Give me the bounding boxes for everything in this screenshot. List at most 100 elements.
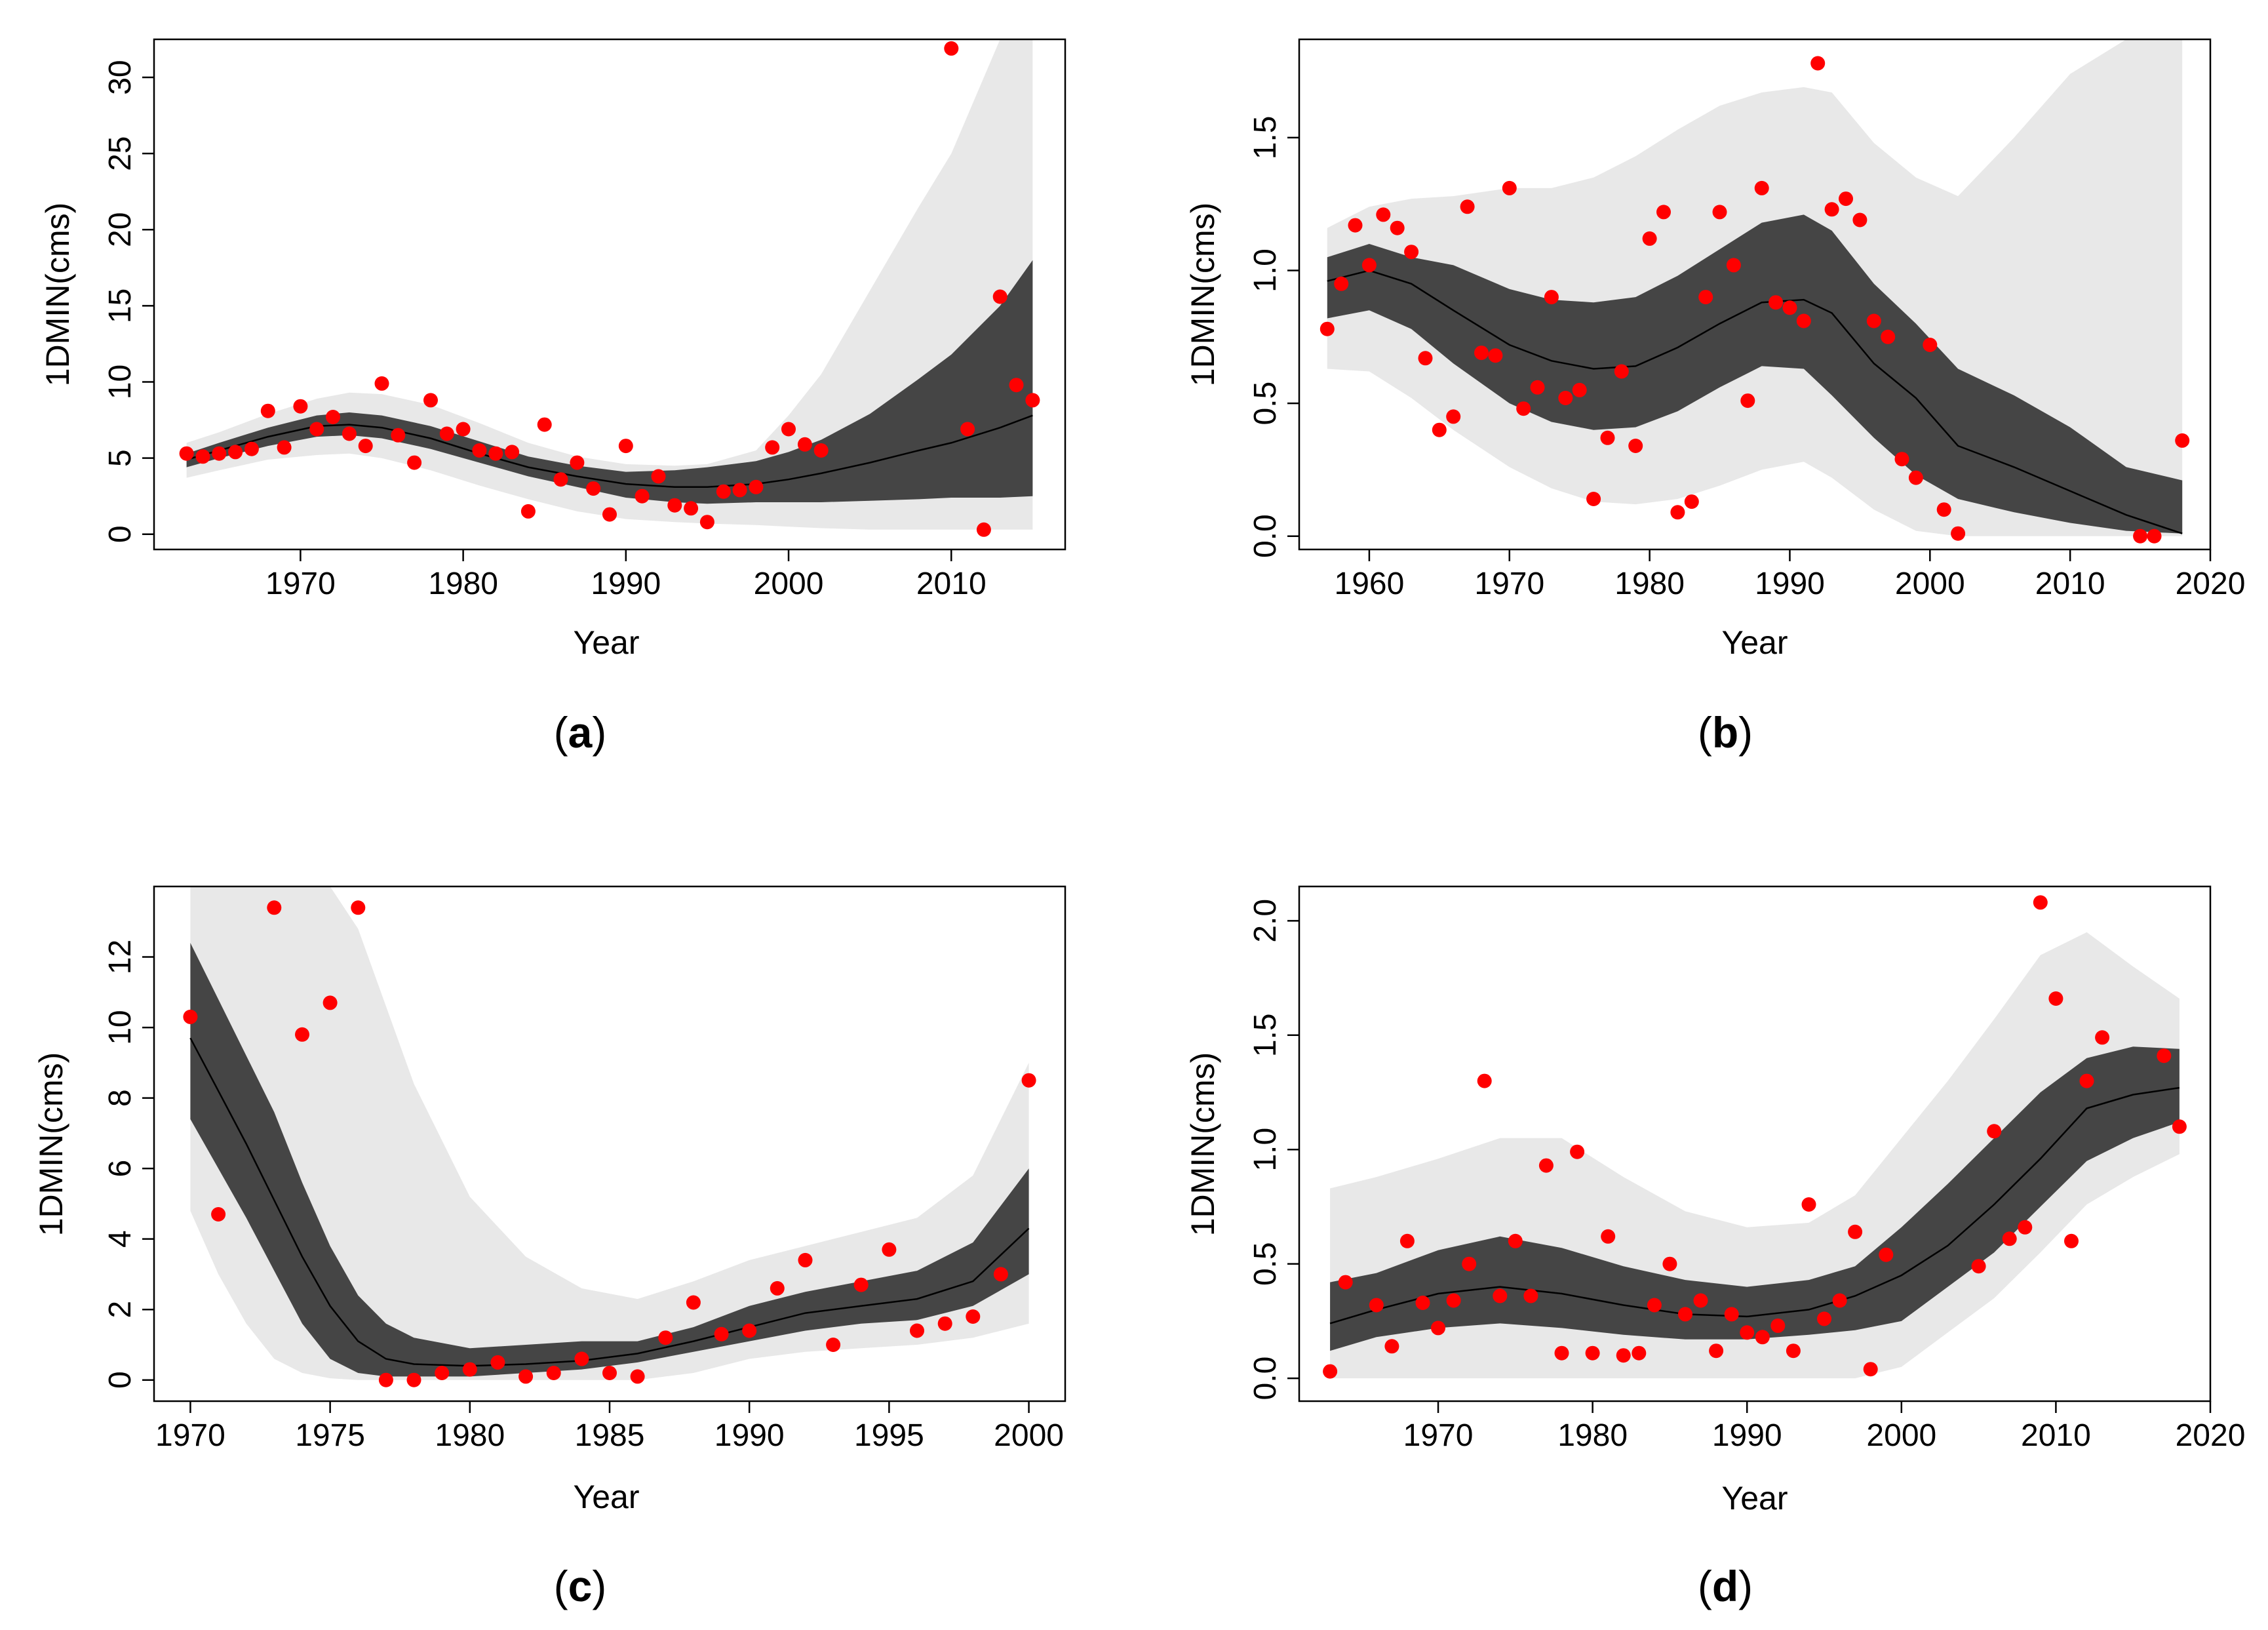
data-point	[714, 1326, 729, 1342]
data-point	[1656, 205, 1671, 220]
plot-frame-a	[153, 38, 1066, 551]
data-point	[686, 1295, 701, 1310]
x-axis-d: 1970 1980 1990 2000 2010 2020	[1403, 1401, 2246, 1453]
data-point	[1801, 1197, 1816, 1212]
data-point	[518, 1369, 534, 1384]
data-point	[1693, 1293, 1708, 1308]
data-point	[228, 445, 243, 460]
data-point	[826, 1338, 841, 1352]
data-point	[1361, 258, 1377, 273]
y-tick-label: 0.5	[1248, 1242, 1283, 1286]
data-point	[910, 1323, 924, 1338]
x-tick-label: 1980	[1614, 567, 1685, 601]
data-point	[326, 410, 340, 424]
y-tick-label: 2.0	[1248, 899, 1283, 943]
y-tick-label: 6	[103, 1160, 138, 1178]
x-tick-label: 1960	[1335, 567, 1405, 601]
x-tick-label: 1990	[1712, 1418, 1782, 1453]
x-tick-label: 2000	[1895, 567, 1965, 601]
data-point	[630, 1369, 645, 1384]
data-point	[351, 900, 366, 915]
data-point	[323, 995, 338, 1010]
data-point	[2048, 991, 2063, 1006]
data-point	[490, 1355, 505, 1370]
data-point	[1852, 212, 1867, 228]
x-tick-label: 2010	[916, 567, 987, 601]
data-point	[2147, 528, 2162, 544]
data-point	[770, 1281, 785, 1296]
data-point	[1323, 1364, 1338, 1379]
data-point	[1712, 205, 1727, 220]
panel-letter-a: a	[568, 708, 593, 757]
data-point	[1399, 1233, 1415, 1248]
data-point	[992, 289, 1007, 304]
data-point	[2064, 1233, 2079, 1248]
panel-caption-b: (b)	[1698, 708, 1753, 757]
x-tick-label: 2000	[1866, 1418, 1936, 1453]
data-point	[797, 437, 812, 452]
y-tick-label: 1.0	[1248, 248, 1283, 292]
inner-band-d	[1330, 1046, 2180, 1351]
data-point	[993, 1267, 1008, 1282]
data-point	[406, 1372, 421, 1387]
x-tick-label: 1990	[1755, 567, 1825, 601]
data-point	[1348, 218, 1363, 233]
data-point	[1662, 1256, 1677, 1271]
data-point	[378, 1372, 393, 1387]
data-point	[1971, 1259, 1986, 1274]
data-point	[1462, 1256, 1477, 1271]
median-line-a	[186, 414, 1033, 488]
data-point	[602, 1366, 617, 1380]
x-tick-label: 1990	[714, 1418, 785, 1453]
data-point	[2079, 1073, 2094, 1088]
data-point	[2175, 433, 2190, 448]
x-axis-label-b: Year	[1721, 624, 1788, 661]
plot-frame-d	[1298, 885, 2212, 1402]
data-point	[1724, 1307, 1739, 1322]
panel-caption-c: (c)	[554, 1562, 607, 1610]
data-point	[1810, 56, 1826, 71]
data-point	[1516, 401, 1531, 416]
data-point	[853, 1277, 869, 1292]
data-point	[1866, 313, 1881, 328]
data-point	[358, 439, 373, 454]
median-line-d	[1329, 1086, 2180, 1324]
data-point	[1987, 1124, 2002, 1139]
data-point	[423, 393, 438, 408]
x-tick-label: 1975	[295, 1418, 365, 1453]
data-point	[651, 469, 666, 484]
data-point	[374, 376, 389, 391]
data-point	[1585, 1345, 1600, 1361]
y-tick-label: 20	[103, 212, 138, 247]
data-point	[309, 422, 324, 437]
x-tick-label: 2020	[2176, 567, 2246, 601]
inner-band-b	[1327, 214, 2183, 534]
data-point	[462, 1362, 477, 1377]
data-point	[1881, 329, 1896, 344]
data-point	[1369, 1298, 1384, 1313]
x-axis-a: 1970 1980 1990 2000 2010	[265, 549, 987, 601]
x-tick-label: 1985	[575, 1418, 645, 1453]
data-point	[1839, 191, 1853, 207]
median-curve	[1327, 269, 2183, 534]
data-point	[1709, 1343, 1724, 1359]
data-point	[2157, 1048, 2172, 1063]
x-tick-label: 2020	[2176, 1418, 2246, 1453]
data-point	[212, 446, 227, 461]
data-point	[1021, 1073, 1036, 1088]
data-point	[2018, 1220, 2033, 1235]
panel-letter-d: d	[1712, 1562, 1738, 1610]
x-tick-label: 1970	[1474, 567, 1544, 601]
confidence-interval-band	[1330, 1046, 2180, 1351]
y-axis-label-d: 1DMIN(cms)	[1184, 1052, 1221, 1237]
data-point	[1025, 393, 1040, 408]
x-tick-label: 1990	[591, 567, 661, 601]
data-point	[520, 504, 536, 519]
data-point	[1320, 321, 1335, 336]
panel-letter-c: c	[568, 1562, 593, 1610]
data-point	[260, 403, 275, 418]
y-tick-label: 10	[103, 365, 138, 399]
data-point	[1936, 502, 1951, 517]
data-points-c	[183, 900, 1036, 1387]
y-tick-label: 0.0	[1248, 514, 1283, 558]
